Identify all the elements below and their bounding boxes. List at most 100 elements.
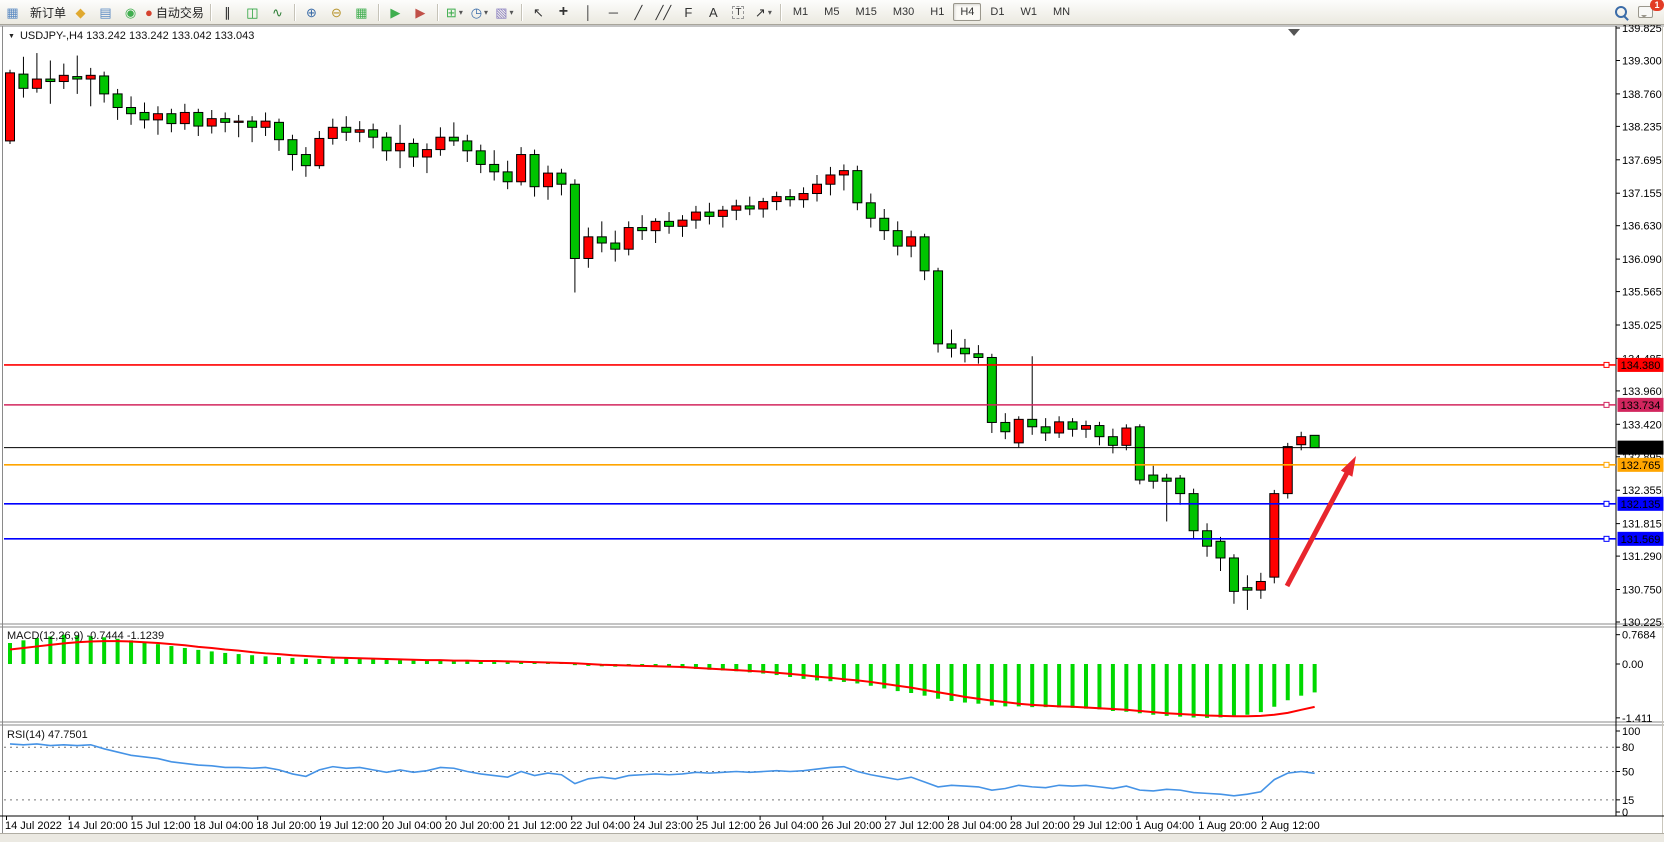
horizontal-lines[interactable]: 134.380 133.734 132.765 132.135 131.569 133.0…	[4, 357, 1664, 546]
svg-text:136.090: 136.090	[1622, 254, 1662, 266]
new-chart-icon: ▦	[6, 4, 19, 20]
svg-text:132.355: 132.355	[1622, 485, 1662, 497]
timeframe-h1[interactable]: H1	[930, 6, 945, 18]
svg-text:20 Jul 20:00: 20 Jul 20:00	[445, 820, 505, 832]
timeframe-w1[interactable]: W1	[1020, 6, 1037, 18]
svg-text:138.760: 138.760	[1622, 89, 1662, 101]
templates-icon[interactable]: ▧ ▾	[492, 2, 517, 23]
chart-shift-icon[interactable]: ▶	[408, 2, 433, 23]
indicators-icon[interactable]: ⊞ ▾	[442, 2, 467, 23]
svg-text:131.815: 131.815	[1622, 519, 1662, 531]
fibonacci-icon[interactable]: F	[676, 2, 701, 23]
candlestick-chart-icon: ◫	[246, 4, 259, 20]
text-icon[interactable]: A	[701, 2, 726, 23]
data-window-icon[interactable]: ◉	[118, 2, 143, 23]
time-axis[interactable]: 14 Jul 2022 14 Jul 20:00 15 Jul 12:00 18 Ju…	[5, 816, 1320, 832]
chevron-down-icon: ▾	[767, 7, 772, 17]
chat-icon[interactable]: 1	[1633, 0, 1664, 23]
trendline-icon[interactable]: ╱	[626, 2, 651, 23]
horizontal-line-icon: ─	[608, 4, 618, 20]
rsi-panel	[4, 743, 1616, 801]
bottom-strip	[0, 833, 1664, 842]
chart-header: ▼ USDJPY-,H4 133.242 133.242 133.042 133…	[8, 30, 254, 42]
trend-arrow[interactable]	[1284, 456, 1356, 588]
hline-134.380-label-box	[1617, 357, 1664, 372]
toolbar-separator	[436, 3, 438, 21]
market-watch-icon: ◆	[75, 4, 86, 20]
zoom-out-icon[interactable]: ⊖	[324, 2, 349, 23]
svg-text:18 Jul 04:00: 18 Jul 04:00	[193, 820, 253, 832]
svg-text:135.025: 135.025	[1622, 320, 1662, 332]
toolbar-separator	[209, 3, 211, 21]
autotrading-icon: ●	[145, 4, 153, 20]
cursor-icon[interactable]: ↖	[526, 2, 551, 23]
svg-text:50: 50	[1622, 767, 1634, 779]
hline-132.765-label-box	[1617, 457, 1664, 472]
svg-text:139.300: 139.300	[1622, 55, 1662, 67]
vertical-line-icon[interactable]: │	[576, 2, 601, 23]
fibonacci-icon: F	[684, 4, 693, 20]
svg-text:133.734: 133.734	[1621, 400, 1661, 412]
tile-windows-icon: ▦	[355, 4, 368, 20]
arrows-tool-icon[interactable]: ↗ ▾	[751, 2, 776, 23]
rsi-line	[9, 743, 1315, 797]
svg-text:1 Aug 20:00: 1 Aug 20:00	[1198, 820, 1257, 832]
timeframe-m5[interactable]: M5	[824, 6, 840, 18]
svg-text:-1.411: -1.411	[1622, 713, 1652, 725]
svg-text:138.235: 138.235	[1622, 121, 1662, 133]
line-chart-icon[interactable]: ∿	[265, 2, 290, 23]
timeframe-m15[interactable]: M15	[855, 6, 877, 18]
svg-text:0.00: 0.00	[1622, 659, 1643, 671]
timeframe-d1[interactable]: D1	[990, 6, 1005, 18]
new-chart-icon[interactable]: ▦	[0, 2, 25, 23]
candlestick-chart-icon[interactable]: ◫	[240, 2, 265, 23]
label-icon[interactable]: T	[726, 2, 751, 23]
svg-text:132.765: 132.765	[1621, 460, 1661, 472]
timeframe-m30[interactable]: M30	[892, 6, 915, 18]
svg-text:24 Jul 23:00: 24 Jul 23:00	[633, 820, 693, 832]
toolbar-separator	[520, 3, 522, 21]
timeframe-h4[interactable]: H4	[953, 3, 982, 21]
svg-text:21 Jul 12:00: 21 Jul 12:00	[507, 820, 567, 832]
toolbar-separator	[779, 3, 781, 21]
label-icon: T	[732, 5, 745, 19]
svg-text:2 Aug 12:00: 2 Aug 12:00	[1261, 820, 1320, 832]
svg-text:131.569: 131.569	[1621, 534, 1661, 546]
periods-icon[interactable]: ◷ ▾	[467, 2, 492, 23]
navigator-icon: ▤	[99, 4, 112, 20]
chart-shift-marker[interactable]	[1288, 29, 1300, 36]
svg-text:133.960: 133.960	[1622, 386, 1662, 398]
zoom-in-icon[interactable]: ⊕	[299, 2, 324, 23]
macd-panel	[8, 634, 1317, 718]
autotrading-button[interactable]: ● 自动交易	[143, 2, 206, 23]
market-watch-icon[interactable]: ◆	[68, 2, 93, 23]
svg-text:137.695: 137.695	[1622, 155, 1662, 167]
equidistant-channel-icon: ╱╱	[655, 4, 672, 20]
new-order-button[interactable]: 新订单	[25, 2, 68, 23]
svg-text:29 Jul 12:00: 29 Jul 12:00	[1073, 820, 1133, 832]
crosshair-icon: +	[558, 3, 569, 20]
svg-text:132.135: 132.135	[1621, 499, 1661, 511]
symbol-dropdown-icon[interactable]: ▼	[8, 32, 15, 40]
svg-text:133.420: 133.420	[1622, 419, 1662, 431]
auto-scroll-icon[interactable]: ▶	[383, 2, 408, 23]
equidistant-channel-icon[interactable]: ╱╱	[651, 2, 676, 23]
bar-chart-icon[interactable]: ∥	[215, 2, 240, 23]
zoom-out-icon: ⊖	[330, 4, 342, 20]
chart-shift-icon: ▶	[415, 4, 426, 20]
navigator-icon[interactable]: ▤	[93, 2, 118, 23]
crosshair-icon[interactable]: +	[551, 2, 576, 23]
svg-text:15: 15	[1622, 795, 1634, 807]
search-icon[interactable]	[1608, 2, 1633, 23]
hline-131.569-label-box	[1617, 531, 1664, 546]
macd-signal-line	[9, 640, 1315, 718]
timeframe-mn[interactable]: MN	[1052, 6, 1071, 18]
tile-windows-icon[interactable]: ▦	[349, 2, 374, 23]
trendline-icon: ╱	[634, 4, 643, 20]
svg-text:25 Jul 12:00: 25 Jul 12:00	[696, 820, 756, 832]
search-icon	[1614, 6, 1627, 18]
timeframe-m1[interactable]: M1	[792, 6, 809, 18]
horizontal-line-icon[interactable]: ─	[601, 2, 626, 23]
